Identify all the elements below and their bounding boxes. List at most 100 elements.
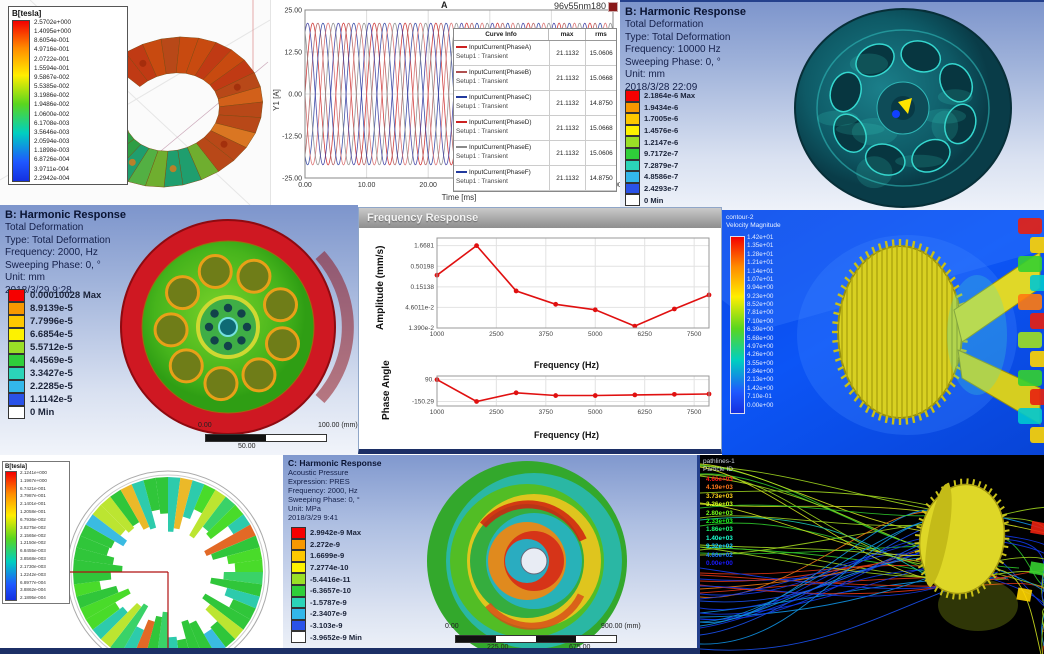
legend-color-chip — [8, 354, 25, 367]
svg-text:0.00: 0.00 — [298, 182, 312, 189]
legend-value: 9.7172e-7 — [644, 149, 679, 159]
window-title-bar[interactable]: Frequency Response — [359, 208, 721, 228]
column-header: max — [548, 29, 585, 40]
max-value: 21.1132 — [548, 116, 586, 140]
info-line: Total Deformation — [5, 222, 84, 233]
legend-value: 2.80e+03 — [706, 509, 733, 517]
svg-text:7500: 7500 — [687, 331, 702, 338]
legend-value: 9.5867e-002 — [34, 73, 70, 81]
acoustic-disk-render — [427, 461, 627, 654]
legend-value: 1.2147e-6 — [644, 137, 679, 147]
svg-text:20.00: 20.00 — [419, 182, 437, 189]
result-title: B: Harmonic Response — [625, 6, 747, 18]
panel-harmonic-response-10000hz: B: Harmonic Response Total Deformation Typ… — [620, 0, 1044, 210]
svg-text:5000: 5000 — [588, 331, 603, 338]
curve-name: InputCurrent(PhaseB) — [456, 68, 549, 77]
legend-value: 3.8862e-004 — [20, 587, 46, 593]
info-line: 2018/3/29 9:28 — [5, 284, 72, 296]
curve-name-cell: InputCurrent(PhaseB) Setup1 : Transient — [454, 66, 549, 90]
ruler-label: 100.00 (mm) — [318, 422, 358, 429]
legend-color-chip — [8, 393, 25, 406]
max-value: 21.1132 — [548, 166, 586, 190]
panel-particle-pathlines: pathlines-1 Particle ID 4.66e+03 4.19e+03 3… — [700, 455, 1044, 654]
legend-value: -2.3407e-9 — [310, 609, 347, 619]
legend-value: 2.1401e-001 — [20, 501, 46, 507]
panel-phase-currents-plot: A 96v55nm180 25.00 12.50 0.00 -12.50 -25.00 0… — [270, 0, 621, 205]
result-info-block: B: Harmonic Response Total Deformation Typ… — [625, 5, 746, 94]
cfd-scene-render — [722, 210, 1044, 443]
legend-entry: 5.5712e-5 — [8, 341, 101, 354]
legend-color-chip — [291, 527, 306, 539]
legend-value: 2.4293e-7 — [644, 184, 679, 194]
legend-entry: 2.9942e-9 Max — [291, 527, 362, 539]
legend-value: 7.81e+00 — [747, 309, 774, 317]
rms-value: 14.8750 — [585, 166, 616, 190]
legend-value: 9.23e+00 — [747, 292, 774, 300]
curve-name-cell: InputCurrent(PhaseD) Setup1 : Transient — [454, 116, 549, 140]
legend-value: -1.5787e-9 — [310, 597, 347, 607]
legend-entry: 3.3427e-5 — [8, 367, 101, 380]
legend-color-chip — [8, 367, 25, 380]
legend-value: 5.5385e-002 — [34, 83, 70, 91]
svg-text:1.390e-2: 1.390e-2 — [408, 325, 434, 332]
panel-cfd-velocity: contour-2 Velocity Magnitude 1.42e+01 1.35… — [722, 210, 1044, 455]
legend-value: 1.4095e+000 — [34, 28, 71, 36]
legend-color-chip — [291, 573, 306, 585]
info-line: Unit: mm — [625, 69, 665, 80]
bfield-color-legend: B[tesla] 2.1241e+000 1.1967e+000 6.7421e-0… — [2, 461, 70, 604]
legend-title-line: contour-2 — [726, 214, 754, 221]
particle-id-legend-values: 4.66e+03 4.19e+03 3.73e+03 3.26e+03 2.80e+03… — [706, 476, 733, 568]
legend-entry: -5.4416e-11 — [291, 573, 362, 585]
legend-value: -6.3657e-10 — [310, 586, 351, 596]
legend-color-chip — [8, 406, 25, 419]
svg-text:90.: 90. — [425, 377, 434, 384]
svg-text:0.15138: 0.15138 — [411, 284, 435, 291]
legend-value: 0.00010028 Max — [30, 290, 102, 301]
ruler-label: 225.00 — [487, 644, 509, 651]
legend-entry: 8.9139e-5 — [8, 302, 101, 315]
legend-value: 6.1708e-003 — [34, 119, 70, 127]
legend-entry: 2.1864e-6 Max — [625, 90, 695, 102]
column-header: Curve Info — [485, 31, 517, 38]
legend-value: 0 Min — [644, 195, 664, 205]
panel-maxwell-torus: B[tesla] 2.5702e+000 1.4095e+000 8.6054e-0… — [0, 0, 270, 205]
phase-axis-label: Phase Angle — [381, 360, 392, 420]
legend-value: 3.73e+03 — [706, 492, 733, 500]
velocity-legend-values: 1.42e+01 1.35e+01 1.28e+01 1.21e+01 1.14e+01… — [747, 234, 773, 410]
result-title: B: Harmonic Response — [5, 209, 127, 221]
legend-entry: 4.8586e-7 — [625, 171, 695, 183]
legend-value: 2.272e-9 — [310, 539, 340, 549]
legend-title: B[tesla] — [12, 9, 42, 18]
svg-text:1000: 1000 — [430, 409, 445, 416]
svg-text:-25.00: -25.00 — [282, 176, 302, 183]
amplitude-axis-label: Amplitude (mm/s) — [375, 245, 386, 330]
deformed-wheel-render — [120, 219, 354, 435]
legend-entry: 0 Min — [625, 194, 695, 206]
legend-value: 3.55e+00 — [747, 359, 774, 367]
legend-entry: -3.103e-9 — [291, 619, 362, 632]
curve-name: InputCurrent(PhaseE) — [456, 143, 549, 152]
curve-name: InputCurrent(PhaseA) — [456, 43, 549, 52]
legend-value: 3.26e+03 — [706, 501, 733, 509]
legend-value: 1.14e+01 — [747, 267, 774, 275]
legend-value: 3.5646e-003 — [34, 128, 70, 136]
ruler-label: 0.00 — [445, 623, 459, 630]
column-header: rms — [585, 29, 616, 40]
table-row: InputCurrent(PhaseE) Setup1 : Transient 21… — [454, 141, 616, 166]
info-line: Expression: PRES — [288, 477, 350, 486]
legend-value: 1.1967e+000 — [20, 477, 47, 483]
ruler-bar — [455, 635, 617, 643]
legend-entry: -1.5787e-9 — [291, 596, 362, 609]
legend-value: 2.1864e-6 Max — [644, 91, 696, 101]
legend-entry: 1.1142e-5 — [8, 393, 101, 406]
curve-name-cell: InputCurrent(PhaseA) Setup1 : Transient — [454, 41, 549, 65]
legend-value: 0 Min — [30, 407, 55, 418]
rms-value: 15.0668 — [585, 66, 616, 90]
legend-value: 7.7996e-5 — [30, 316, 73, 327]
info-line: Type: Total Deformation — [5, 234, 111, 246]
legend-color-chip — [8, 315, 25, 328]
legend-color-chip — [291, 561, 306, 574]
legend-value: 1.4576e-6 — [644, 126, 679, 136]
legend-color-chip — [291, 608, 306, 620]
result-info-block: C: Harmonic Response Acoustic Pressure Exp… — [288, 458, 382, 522]
